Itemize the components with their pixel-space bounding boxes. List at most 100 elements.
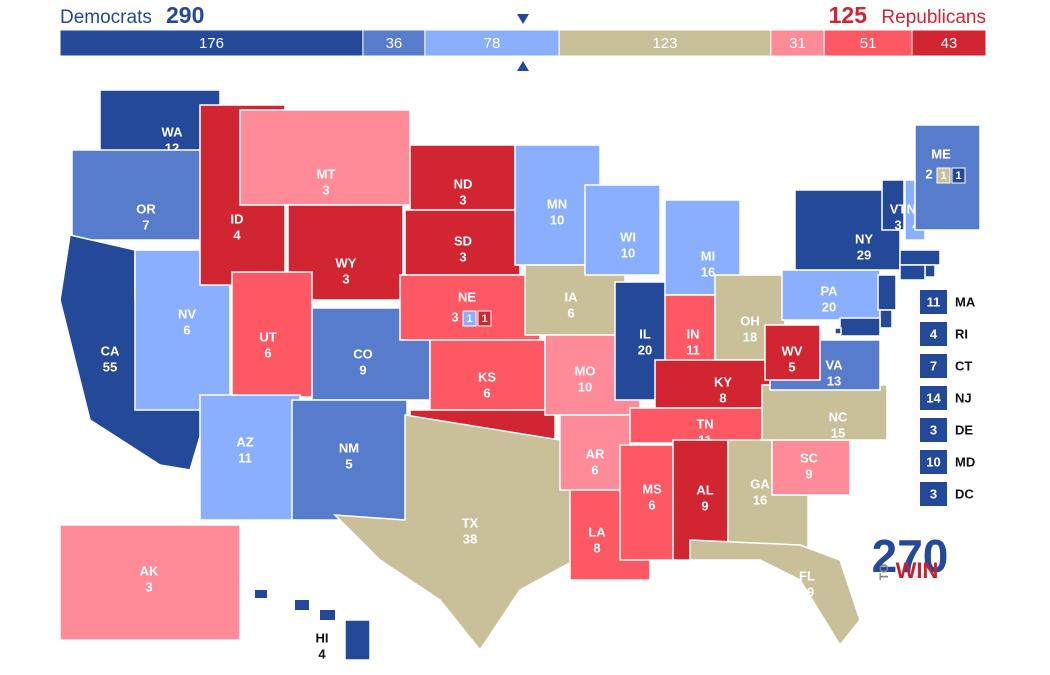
state bbox=[231, 271, 313, 398]
state bbox=[71, 149, 213, 241]
bar-segment bbox=[362, 29, 426, 57]
state bbox=[584, 184, 661, 276]
callout-votes: 7 bbox=[930, 358, 937, 373]
callout-abbr: DC bbox=[955, 486, 974, 501]
state-votes: 29 bbox=[857, 247, 871, 262]
callout-votes: 14 bbox=[926, 390, 941, 405]
state-votes: 20 bbox=[638, 342, 652, 357]
state-abbr: NY bbox=[855, 231, 873, 246]
callout-abbr: DE bbox=[955, 422, 973, 437]
state-abbr: GA bbox=[750, 476, 770, 491]
state-votes: 10 bbox=[550, 212, 564, 227]
bar-value: 123 bbox=[652, 35, 677, 52]
state bbox=[291, 399, 408, 521]
majority-marker bbox=[517, 61, 529, 71]
state bbox=[761, 384, 888, 441]
callout-votes: 3 bbox=[930, 486, 937, 501]
state bbox=[881, 179, 905, 231]
state bbox=[689, 539, 861, 647]
republicans-total: 125 bbox=[829, 2, 868, 28]
state-abbr: LA bbox=[588, 524, 606, 539]
callout-abbr: MA bbox=[955, 294, 976, 309]
state-votes: 2 bbox=[925, 166, 932, 181]
bar-segment bbox=[911, 29, 987, 57]
state-votes: 5 bbox=[345, 456, 352, 471]
state-votes: 16 bbox=[753, 492, 767, 507]
state-votes: 3 bbox=[459, 249, 466, 264]
callout-votes: 3 bbox=[930, 422, 937, 437]
callout-abbr: RI bbox=[955, 326, 968, 341]
state-abbr: CO bbox=[353, 346, 373, 361]
logo-win: WIN bbox=[896, 558, 939, 583]
state-abbr: WY bbox=[336, 255, 357, 270]
bar-value: 36 bbox=[386, 35, 403, 52]
bar-value: 51 bbox=[860, 35, 877, 52]
state-abbr: HI bbox=[316, 630, 329, 645]
state-votes: 7 bbox=[142, 217, 149, 232]
district-votes: 1 bbox=[481, 313, 487, 325]
state-votes: 15 bbox=[831, 425, 845, 440]
district-box bbox=[477, 310, 492, 327]
district-votes: 1 bbox=[466, 313, 472, 325]
state-abbr: FL bbox=[799, 568, 815, 583]
republicans-label: Republicans bbox=[881, 7, 986, 28]
state-abbr: KS bbox=[478, 369, 496, 384]
state bbox=[524, 264, 626, 336]
state-abbr: OH bbox=[740, 313, 760, 328]
district-box bbox=[936, 167, 951, 184]
state bbox=[619, 444, 676, 561]
callout-box bbox=[920, 386, 947, 410]
state-abbr: MT bbox=[317, 166, 336, 181]
bar-segment bbox=[558, 29, 772, 57]
district-box bbox=[462, 310, 477, 327]
state-abbr: MI bbox=[701, 248, 715, 263]
state-abbr: SD bbox=[454, 233, 472, 248]
district-votes: 1 bbox=[955, 170, 961, 182]
callout-votes: 11 bbox=[927, 294, 941, 309]
state-votes: 29 bbox=[800, 584, 814, 599]
state-votes: 10 bbox=[578, 379, 592, 394]
state bbox=[771, 439, 851, 496]
state-abbr: ME bbox=[931, 146, 951, 161]
callout-abbr: MD bbox=[955, 454, 975, 469]
state-votes: 9 bbox=[359, 362, 366, 377]
state-abbr: NC bbox=[829, 409, 848, 424]
district-votes: 1 bbox=[940, 170, 946, 182]
bar-segment bbox=[424, 29, 560, 57]
state bbox=[839, 317, 881, 337]
callout-box bbox=[920, 354, 947, 378]
democrats-label: Democrats bbox=[60, 7, 152, 28]
state-abbr: VA bbox=[825, 357, 843, 372]
state bbox=[399, 274, 541, 341]
state-abbr: IA bbox=[565, 289, 579, 304]
state-votes: 13 bbox=[827, 373, 841, 388]
state-abbr: VT bbox=[890, 201, 907, 216]
majority-marker bbox=[517, 14, 529, 24]
state bbox=[429, 339, 546, 411]
state-abbr: NM bbox=[339, 440, 359, 455]
callout-abbr: CT bbox=[955, 358, 972, 373]
state-votes: 9 bbox=[805, 466, 812, 481]
state-abbr: AK bbox=[140, 563, 159, 578]
state bbox=[559, 414, 631, 491]
logo-number: 270 bbox=[872, 530, 949, 582]
state-votes: 38 bbox=[463, 531, 477, 546]
state bbox=[877, 274, 897, 311]
state-abbr: WI bbox=[620, 229, 636, 244]
logo-to: TO bbox=[877, 564, 891, 580]
state-abbr: IL bbox=[639, 326, 651, 341]
state bbox=[834, 327, 842, 335]
bar-value: 78 bbox=[484, 35, 501, 52]
state bbox=[59, 524, 241, 641]
democrats-total: 290 bbox=[166, 2, 204, 28]
state bbox=[199, 394, 301, 521]
callout-abbr: NJ bbox=[955, 390, 972, 405]
state-votes: 20 bbox=[822, 299, 836, 314]
state-abbr: SC bbox=[800, 450, 819, 465]
callout-box bbox=[920, 290, 947, 314]
state-abbr: OR bbox=[136, 201, 156, 216]
state-abbr: MO bbox=[575, 363, 596, 378]
state-votes: 6 bbox=[591, 462, 598, 477]
